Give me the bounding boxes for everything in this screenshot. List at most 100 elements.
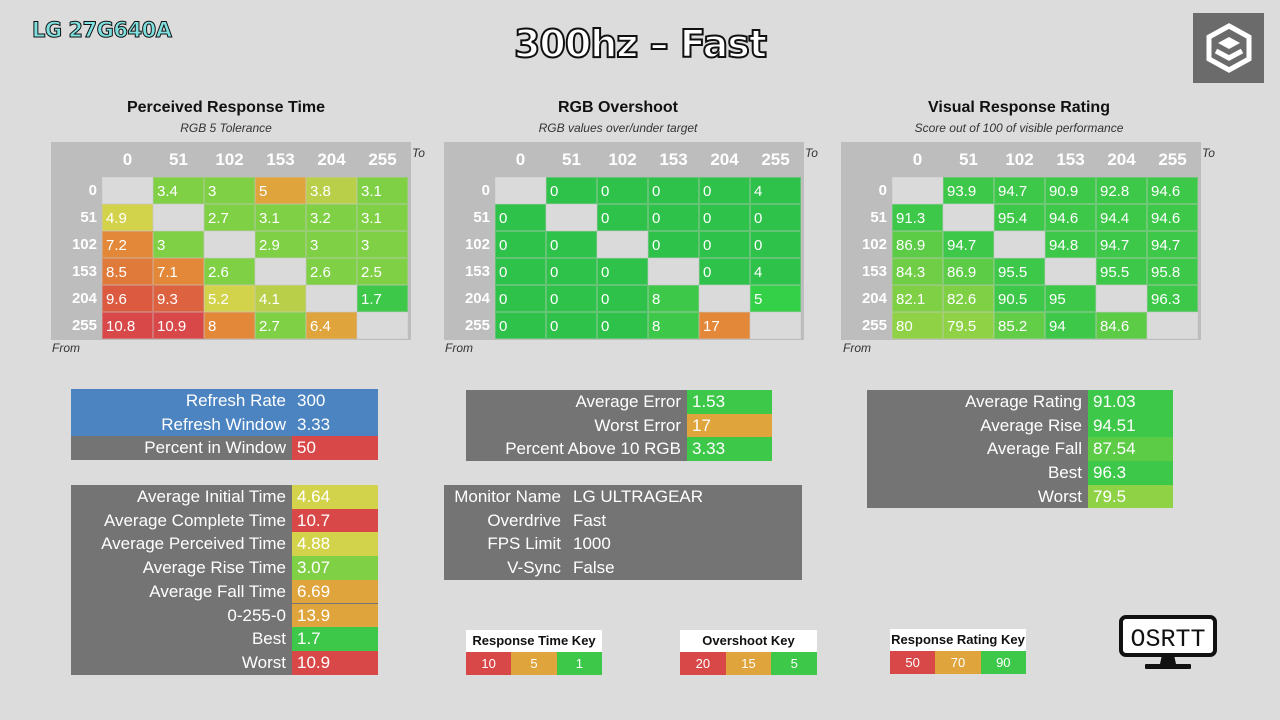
fps-limit-label: FPS Limit <box>487 534 561 554</box>
rating-cell: 94.7 <box>994 177 1045 204</box>
overshoot-cell: 0 <box>495 231 546 258</box>
rating-cell: 84.3 <box>892 258 943 285</box>
monitor-model-label: LG 27G640A <box>31 18 172 43</box>
key-swatch: 50 <box>890 651 936 674</box>
rating-stat-value: 91.03 <box>1088 390 1173 414</box>
overshoot-row-header: 255 <box>464 317 490 334</box>
response-time-cell: 5.2 <box>204 285 255 312</box>
rating-stat-value: 94.51 <box>1088 413 1173 438</box>
key-swatch: 90 <box>980 651 1026 674</box>
refresh-panel: Refresh Rate 300 Refresh Window 3.33 Percent… <box>71 389 378 461</box>
response-time-cell: 8 <box>204 312 255 339</box>
vsync-label: V-Sync <box>507 558 561 578</box>
key-swatches: 10 5 1 <box>466 652 602 675</box>
response-time-row-header: 102 <box>71 236 97 253</box>
cube-logo-icon <box>1206 23 1251 73</box>
monitor-name-label: Monitor Name <box>454 487 561 506</box>
response-time-cell: 3 <box>306 231 357 258</box>
overshoot-row-header: 204 <box>464 290 490 307</box>
overshoot-matrix: 0 0 51 51 102 102 153 153 204 204 255 255 0 0 0 0 4 0 0 0 0 0… <box>444 142 804 340</box>
overshoot-stat-value: 1.53 <box>687 390 772 414</box>
osrtt-logo-text: OSRTT <box>1130 625 1205 654</box>
response-stat-label: Average Complete Time <box>103 510 286 530</box>
response-time-cell: 6.4 <box>306 312 357 339</box>
response-stat-row: Average Fall Time 6.69 <box>71 579 378 604</box>
overshoot-key: Overshoot Key 20 15 5 <box>680 630 818 675</box>
rating-cell: 94.4 <box>1096 204 1147 231</box>
response-time-from-label: From <box>52 341 80 355</box>
response-time-cell: 7.1 <box>153 258 204 285</box>
key-swatch: 20 <box>680 652 726 675</box>
overshoot-from-label: From <box>445 341 473 355</box>
overshoot-cell: 0 <box>495 204 546 231</box>
overshoot-cell: 0 <box>750 204 801 231</box>
rating-row-header: 0 <box>878 182 887 199</box>
overshoot-stat-value: 17 <box>687 413 772 438</box>
overshoot-cell: 0 <box>699 231 750 258</box>
response-time-cell: 3 <box>357 231 408 258</box>
response-time-cell: 3.1 <box>357 204 408 231</box>
rating-stat-row: Best 96.3 <box>867 461 1173 485</box>
response-time-cell: 7.2 <box>102 231 153 258</box>
rating-cell: 84.6 <box>1096 312 1147 339</box>
overshoot-diagonal-cell <box>648 258 699 285</box>
response-stat-row: Average Rise Time 3.07 <box>71 556 378 580</box>
response-stat-row: Average Complete Time 10.7 <box>71 508 378 533</box>
response-time-to-label: To <box>412 146 425 160</box>
overshoot-cell: 0 <box>750 231 801 258</box>
response-stat-label: Worst <box>241 652 286 672</box>
response-time-cell: 2.5 <box>357 258 408 285</box>
rating-to-label: To <box>1202 146 1215 160</box>
response-time-cell: 3.8 <box>306 177 357 204</box>
key-swatches: 20 15 5 <box>680 652 818 675</box>
rating-stat-row: Average Rise 94.51 <box>867 413 1173 438</box>
overshoot-cell: 0 <box>495 285 546 312</box>
response-stat-row: Average Initial Time 4.64 <box>71 485 378 509</box>
response-time-matrix: 0 0 51 51 102 102 153 153 204 204 255 255 3.4 3 5 3.8 3.… <box>51 142 411 340</box>
overshoot-cell: 0 <box>546 312 597 339</box>
key-title: Response Time Key <box>466 630 602 652</box>
response-time-cell: 1.7 <box>357 285 408 312</box>
overshoot-cell: 0 <box>495 258 546 285</box>
response-stat-label: Average Rise Time <box>142 558 286 578</box>
overshoot-cell: 4 <box>750 258 801 285</box>
key-swatches: 50 70 90 <box>890 651 1026 674</box>
overshoot-stat-label: Percent Above 10 RGB <box>505 439 681 459</box>
rating-cell: 79.5 <box>943 312 994 339</box>
overshoot-cell: 0 <box>597 312 648 339</box>
key-swatch: 10 <box>466 652 512 675</box>
overshoot-row-header: 153 <box>464 263 490 280</box>
overshoot-stat-label: Worst Error <box>594 415 681 435</box>
rating-row-header: 51 <box>870 209 887 226</box>
rating-col-header: 0 <box>912 150 923 169</box>
response-stat-value: 4.88 <box>292 532 378 557</box>
overshoot-to-label: To <box>805 146 818 160</box>
rating-cell: 80 <box>892 312 943 339</box>
response-time-cell: 3.2 <box>306 204 357 231</box>
rating-row-header: 204 <box>861 290 887 307</box>
overshoot-cell: 0 <box>648 231 699 258</box>
overshoot-subtitle: RGB values over/under target <box>538 121 698 135</box>
rating-col-header: 255 <box>1158 150 1187 169</box>
response-time-row-header: 153 <box>71 263 97 280</box>
response-time-cell: 9.3 <box>153 285 204 312</box>
response-time-diagonal-cell <box>357 312 408 339</box>
vsync-row: V-Sync False <box>444 556 802 580</box>
response-time-cell: 3.1 <box>357 177 408 204</box>
overshoot-cell: 5 <box>750 285 801 312</box>
key-swatch: 1 <box>556 652 602 675</box>
overdrive-row: Overdrive Fast <box>444 509 802 533</box>
response-stat-label: Average Initial Time <box>137 487 286 506</box>
rating-matrix: 0 0 51 51 102 102 153 153 204 204 255 255 93.9 94.7 90… <box>841 142 1201 340</box>
rating-subtitle: Score out of 100 of visible performance <box>914 121 1124 135</box>
monitor-info-panel: Monitor Name LG ULTRAGEAR Overdrive Fast… <box>444 485 802 580</box>
response-time-cell: 2.7 <box>255 312 306 339</box>
overshoot-row-header: 51 <box>473 209 490 226</box>
response-time-cell: 4.9 <box>102 204 153 231</box>
refresh-stat-value: 300 <box>292 389 378 413</box>
response-time-cell: 3 <box>153 231 204 258</box>
overshoot-diagonal-cell <box>699 285 750 312</box>
rating-cell: 94.8 <box>1045 231 1096 258</box>
response-time-diagonal-cell <box>102 177 153 204</box>
rating-stat-row: Average Rating 91.03 <box>867 390 1173 414</box>
